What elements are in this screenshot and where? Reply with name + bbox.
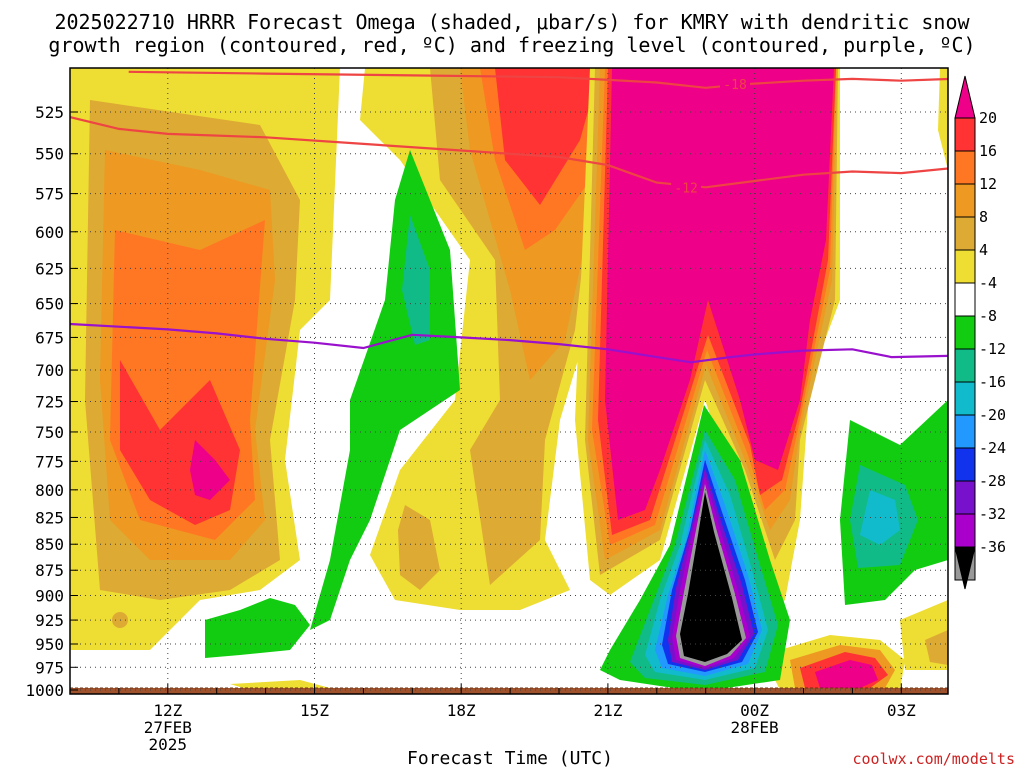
x-tick-label: 18Z bbox=[447, 701, 476, 720]
y-tick-label: 875 bbox=[35, 561, 64, 580]
y-tick-label: 550 bbox=[35, 145, 64, 164]
omega-shaded-field bbox=[70, 68, 948, 694]
y-tick-label: 925 bbox=[35, 611, 64, 630]
colorbar-segment bbox=[954, 117, 976, 152]
colorbar-segment bbox=[954, 183, 976, 218]
y-tick-label: 525 bbox=[35, 103, 64, 122]
colorbar-top-arrow bbox=[954, 75, 976, 119]
y-tick-label: 575 bbox=[35, 185, 64, 204]
y-tick-label: 825 bbox=[35, 508, 64, 527]
x-tick-label: 27FEB bbox=[144, 718, 192, 737]
chart-title-line-1: 2025022710 HRRR Forecast Omega (shaded, … bbox=[54, 10, 970, 34]
colorbar-tick-label: -20 bbox=[979, 406, 1006, 424]
colorbar-segment bbox=[954, 315, 976, 350]
y-tick-label: 850 bbox=[35, 535, 64, 554]
x-tick-label: 00Z bbox=[740, 701, 769, 720]
colorbar-tick-label: -12 bbox=[979, 340, 1006, 358]
colorbar-tick-label: -36 bbox=[979, 538, 1006, 556]
colorbar-segment bbox=[954, 447, 976, 482]
y-tick-label: 975 bbox=[35, 658, 64, 677]
y-tick-label: 750 bbox=[35, 423, 64, 442]
colorbar-bottom-arrow bbox=[954, 546, 976, 590]
chart-title-line-2: growth region (contoured, red, ºC) and f… bbox=[48, 33, 975, 57]
x-tick-label: 03Z bbox=[887, 701, 916, 720]
colorbar-tick-label: 16 bbox=[979, 142, 997, 160]
omega-region-neg4-lower-left bbox=[205, 598, 310, 658]
colorbar-segment bbox=[954, 150, 976, 185]
y-tick-label: 950 bbox=[35, 635, 64, 654]
y-tick-label: 725 bbox=[35, 393, 64, 412]
grid bbox=[70, 68, 948, 694]
y-tick-label: 900 bbox=[35, 586, 64, 605]
colorbar-segment bbox=[954, 480, 976, 515]
colorbar-tick-label: -8 bbox=[979, 307, 997, 325]
y-tick-label: 650 bbox=[35, 295, 64, 314]
contour-line bbox=[70, 116, 948, 189]
ground-strip bbox=[70, 688, 948, 694]
colorbar-tick-label: -32 bbox=[979, 505, 1006, 523]
omega-region-20-center bbox=[495, 68, 600, 205]
y-tick-label: 625 bbox=[35, 259, 64, 278]
colorbar-tick-label: -24 bbox=[979, 439, 1006, 457]
colorbar-segment bbox=[954, 381, 976, 416]
contour-line bbox=[128, 70, 948, 89]
omega-region-24-left bbox=[190, 440, 230, 500]
y-tick-label: 775 bbox=[35, 452, 64, 471]
contour-label: -18 bbox=[723, 78, 746, 93]
colorbar-tick-label: 20 bbox=[979, 109, 997, 127]
plot-frame bbox=[69, 67, 949, 695]
contours: -18 -12 bbox=[70, 70, 948, 364]
colorbar-segment bbox=[954, 513, 976, 548]
y-tick-label: 600 bbox=[35, 223, 64, 242]
x-tick-label: 28FEB bbox=[731, 718, 779, 737]
x-tick-label: 15Z bbox=[300, 701, 329, 720]
colorbar-segment bbox=[954, 249, 976, 284]
x-tick-label: 21Z bbox=[593, 701, 622, 720]
contour-line bbox=[70, 322, 948, 364]
omega-region-4-right-edge bbox=[938, 68, 948, 170]
y-tick-label: 700 bbox=[35, 361, 64, 380]
site-credit: coolwx.com/modelts bbox=[852, 750, 1015, 768]
colorbar-segment bbox=[954, 348, 976, 383]
contour-label-bg bbox=[671, 180, 702, 195]
y-tick-label: 800 bbox=[35, 481, 64, 500]
y-tick-label: 1000 bbox=[25, 681, 64, 700]
colorbar-tick-label: 4 bbox=[979, 241, 988, 259]
colorbar-tick-label: -16 bbox=[979, 373, 1006, 391]
x-tick-label: 2025 bbox=[149, 735, 188, 754]
x-axis-title: Forecast Time (UTC) bbox=[407, 748, 613, 768]
colorbar-tick-label: 8 bbox=[979, 208, 988, 226]
omega-region-24-east bbox=[605, 68, 834, 520]
omega-region-lower-patch bbox=[398, 505, 440, 590]
colorbar-segment bbox=[954, 414, 976, 449]
colorbar-tick-label: -4 bbox=[979, 274, 997, 292]
colorbar-tick-label: 12 bbox=[979, 175, 997, 193]
colorbar-tick-label: -28 bbox=[979, 472, 1006, 490]
colorbar-segment bbox=[954, 216, 976, 251]
omega-region-neg36-core bbox=[680, 492, 742, 662]
y-axis: 525 550 575 600 625 650 675 700 725 750 775 800 825 8… bbox=[25, 103, 78, 700]
x-tick-label: 12Z bbox=[153, 701, 182, 720]
omega-region-neg8-tongue bbox=[402, 215, 430, 345]
colorbar: 20 16 12 8 4 -4 -8 -12 -16 -20 -24 -28 -32 -36 bbox=[954, 75, 1006, 590]
contour-label: -12 bbox=[674, 181, 697, 196]
contour-label-bg bbox=[720, 77, 751, 92]
y-tick-label: 675 bbox=[35, 328, 64, 347]
colorbar-segment bbox=[954, 282, 976, 317]
omega-region-8-bottom-right bbox=[925, 630, 948, 665]
